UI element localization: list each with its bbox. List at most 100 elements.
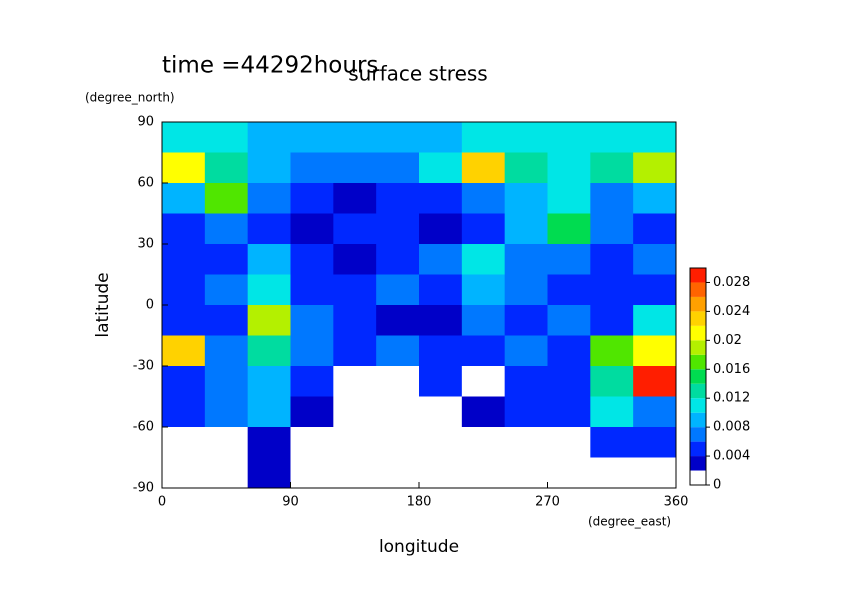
field-cell — [590, 457, 634, 489]
colorbar-band — [690, 412, 706, 428]
field-cell — [376, 274, 420, 306]
field-cell — [204, 213, 249, 245]
field-cell — [333, 152, 377, 184]
field-cell — [419, 305, 463, 336]
field-cell — [290, 366, 334, 397]
field-cell — [461, 244, 506, 275]
field-cell — [290, 183, 334, 214]
field-cell — [204, 427, 249, 458]
field-cell — [162, 396, 206, 428]
field-cell — [290, 244, 334, 275]
field-cell — [290, 457, 334, 489]
field-cell — [204, 122, 249, 153]
colorbar-frame — [689, 267, 707, 486]
colorbar-band — [690, 383, 706, 399]
field-cell — [333, 457, 377, 489]
field-cell — [547, 244, 591, 275]
field-cell — [504, 427, 548, 458]
field-cell — [204, 366, 249, 397]
field-cell — [204, 396, 249, 428]
field-cell — [419, 213, 463, 245]
field-cell — [333, 274, 377, 306]
field-cell — [376, 335, 420, 367]
field-cell — [461, 396, 506, 428]
y-tick-label: -90 — [133, 481, 154, 496]
field-cell — [547, 305, 591, 336]
field-cell — [333, 183, 377, 214]
field-cell — [504, 305, 548, 336]
field-cell — [162, 427, 206, 458]
field-cell — [419, 183, 463, 214]
field-cell — [247, 335, 291, 367]
field-cell — [547, 396, 591, 428]
field-cell — [547, 274, 591, 306]
field-cell — [162, 122, 206, 153]
field-cell — [461, 213, 506, 245]
field-cell — [504, 274, 548, 306]
colorbar-band — [690, 296, 706, 312]
field-cell — [633, 335, 677, 367]
y-unit: (degree_north) — [85, 91, 175, 105]
y-axis-label: latitude — [93, 272, 113, 337]
colorbar-band — [690, 268, 706, 283]
field-cell — [590, 183, 634, 214]
field-cell — [504, 457, 548, 489]
field-cell — [547, 427, 591, 458]
field-cell — [376, 366, 420, 397]
field-cell — [633, 427, 677, 458]
field-cell — [633, 183, 677, 214]
field-cell — [290, 335, 334, 367]
field-cell — [290, 305, 334, 336]
field-cell — [247, 396, 291, 428]
field-cell — [204, 152, 249, 184]
field-cell — [461, 457, 506, 489]
field-cell — [547, 457, 591, 489]
field-cell — [376, 457, 420, 489]
field-cell — [290, 152, 334, 184]
field-cell — [590, 152, 634, 184]
field-cell — [419, 152, 463, 184]
x-tick-label: 90 — [282, 495, 299, 510]
field-cell — [461, 366, 506, 397]
field-cell — [247, 183, 291, 214]
field-cell — [633, 457, 677, 489]
field-cell — [419, 366, 463, 397]
field-cell — [290, 427, 334, 458]
colorbar-band — [690, 369, 706, 384]
field-cell — [333, 122, 377, 153]
field-cell — [633, 366, 677, 397]
field-cell — [376, 152, 420, 184]
field-cell — [376, 213, 420, 245]
colorbar-band — [690, 311, 706, 326]
field-cell — [376, 396, 420, 428]
field-cell — [419, 427, 463, 458]
field-cell — [162, 457, 206, 489]
colorbar-tick-label: 0.02 — [713, 333, 742, 348]
field-cell — [162, 213, 206, 245]
field-cell — [504, 244, 548, 275]
field-cell — [247, 366, 291, 397]
field-cell — [333, 213, 377, 245]
field-cell — [633, 244, 677, 275]
field-cell — [204, 335, 249, 367]
field-cell — [247, 244, 291, 275]
field-cell — [590, 305, 634, 336]
subtitle: time =44292hours — [162, 53, 378, 79]
field-cell — [633, 213, 677, 245]
y-tick-label: -60 — [133, 420, 154, 435]
field-cell — [419, 244, 463, 275]
y-tick-label: 0 — [146, 298, 154, 313]
colorbar-tick-label: 0.016 — [713, 362, 750, 377]
field-cell — [204, 183, 249, 214]
field-cell — [419, 457, 463, 489]
field-cell — [547, 152, 591, 184]
colorbar-tick-label: 0.024 — [713, 304, 750, 319]
field-cell — [461, 427, 506, 458]
field-cell — [376, 427, 420, 458]
field-cell — [633, 274, 677, 306]
field-cell — [633, 396, 677, 428]
field-cell — [590, 396, 634, 428]
field-cell — [376, 244, 420, 275]
colorbar-tick-label: 0.004 — [713, 449, 750, 464]
